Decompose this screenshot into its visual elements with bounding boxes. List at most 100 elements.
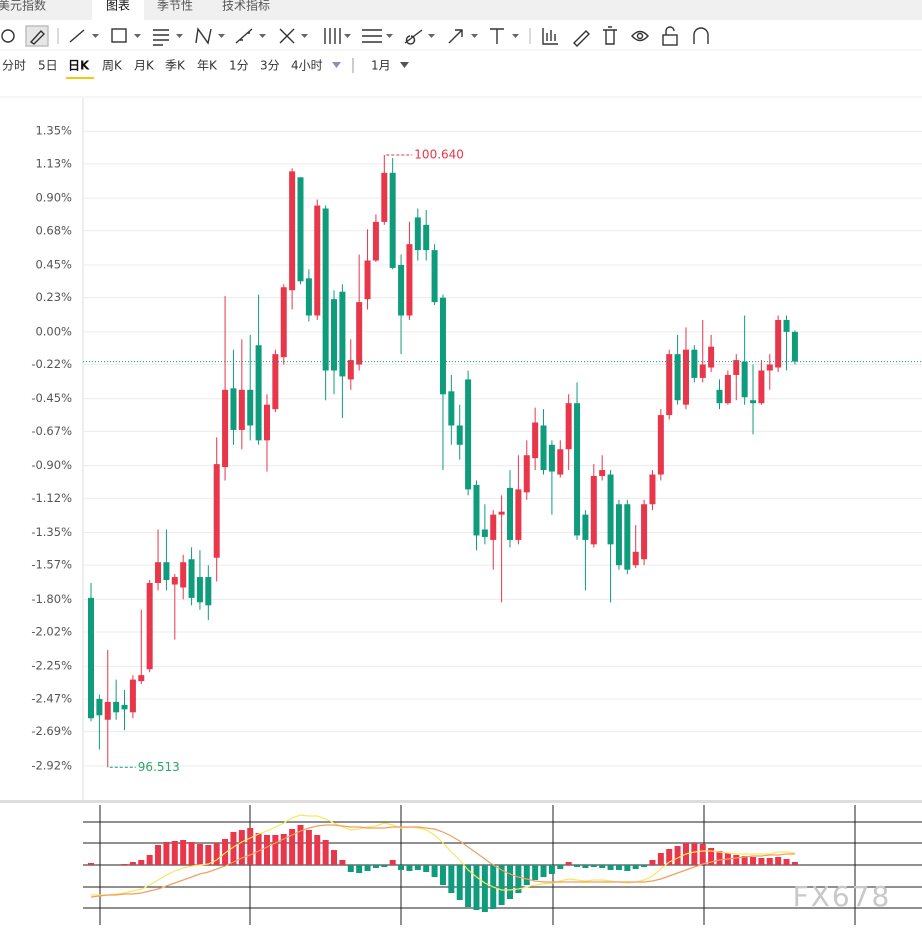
y-tick-label: -1.12% [31,491,72,505]
period[interactable]: 3分 [260,59,280,73]
candle-body [331,299,338,371]
icon[interactable] [490,28,504,44]
tab[interactable]: 技术指标 [222,0,270,13]
icon[interactable] [69,29,85,43]
y-tick-label: 1.35% [35,124,72,138]
icon[interactable] [631,30,649,42]
candle-body [523,455,530,493]
candle-body [775,319,782,368]
tab[interactable]: 图表 [106,0,130,13]
macd-bar [498,865,505,905]
candle-body [196,577,203,603]
icon[interactable] [324,28,341,44]
range-dropdown[interactable] [400,62,409,68]
period[interactable]: 4小时 [291,59,323,73]
macd-bar [414,865,421,870]
macd-bar [758,858,765,865]
period[interactable]: 5日 [38,59,58,73]
icon[interactable] [448,29,463,44]
macd-bar [222,839,229,865]
tab[interactable]: 季节性 [157,0,193,13]
candle-body [515,489,522,540]
macd-bar [347,865,354,872]
macd-bar [708,848,715,865]
period[interactable]: 周K [102,59,123,73]
macd-bar [196,844,203,865]
tab[interactable]: 美元指数 [0,0,46,13]
macd-bar [406,865,413,871]
icon[interactable] [153,29,169,46]
macd-bar [473,865,480,910]
macd-bar [674,846,681,865]
macd-bar [230,832,237,865]
y-tick-label: 1.13% [35,156,72,170]
icon[interactable] [665,26,675,35]
period[interactable]: 日K [68,59,90,73]
period[interactable]: 年K [197,59,218,73]
macd-bar [213,843,220,865]
macd-bar [766,858,773,865]
candle-body [431,250,438,303]
icon[interactable] [195,27,212,45]
macd-bar [540,865,547,877]
macd-bar [155,845,162,865]
candle-body [364,260,371,300]
icon[interactable] [662,34,678,46]
icon[interactable] [404,29,423,45]
icon[interactable] [29,29,45,45]
icon[interactable] [279,28,295,44]
period-dropdown[interactable] [332,62,341,68]
period-underline [66,77,94,79]
period[interactable]: 季K [165,59,186,73]
macd-line [91,814,795,896]
candle-body [213,464,220,558]
candle-body [607,474,614,545]
macd-bar [448,865,455,893]
candle-body [791,331,798,362]
period[interactable]: 1分 [229,59,249,73]
icon[interactable] [111,28,127,43]
candle-body [507,487,513,540]
candle-body [88,597,94,719]
range-select[interactable]: 1月 [371,59,391,73]
candle-body [272,354,279,410]
icon[interactable] [573,30,590,47]
candle-body [305,278,312,316]
icon[interactable] [542,28,558,45]
macd-bar [532,865,539,880]
tab-bar [0,0,922,20]
macd-bar [339,860,346,865]
period[interactable]: 分时 [2,59,26,73]
candle-body [498,511,505,515]
macd-bar [456,865,463,900]
icon[interactable] [603,26,617,45]
candle-body [758,370,765,404]
y-tick-label: -2.02% [31,625,72,639]
y-tick-label: 0.45% [35,257,72,271]
candle-body [163,562,170,581]
icon[interactable] [636,32,644,40]
macd-bar [481,865,488,912]
candle-body [238,389,245,430]
candle-body [439,297,446,395]
candle-body [456,425,463,445]
icon[interactable] [693,27,709,44]
period[interactable]: 月K [134,59,155,73]
icon[interactable] [362,29,382,43]
macd-bar [439,865,446,885]
macd-bar [523,865,530,885]
macd-bar [398,865,405,870]
y-tick-label: 0.00% [35,324,72,338]
macd-bar [289,829,296,865]
macd-bar [180,840,187,865]
y-tick-label: -1.35% [31,525,72,539]
candle-body [565,403,572,450]
icon[interactable] [235,28,253,44]
active-tab-bg [92,0,144,20]
macd-bar [733,855,740,865]
icon[interactable] [1,29,15,43]
candle-body [783,319,790,332]
macd-bar [741,856,748,865]
macd-bar [138,860,145,865]
